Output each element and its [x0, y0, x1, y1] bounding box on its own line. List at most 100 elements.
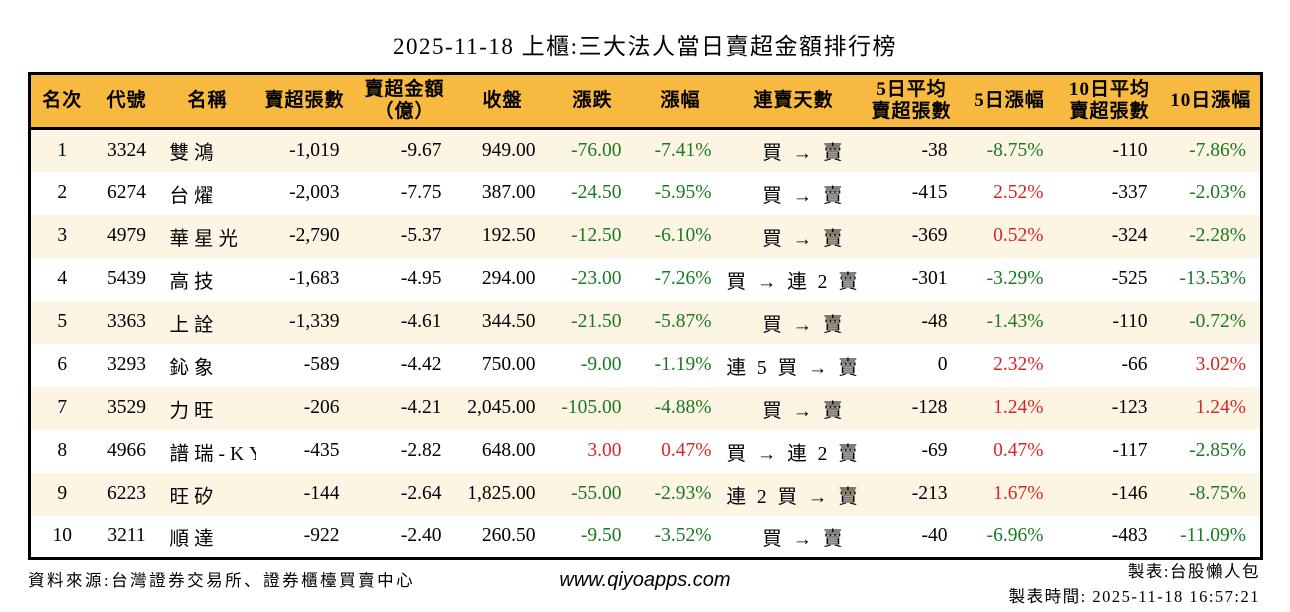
cell-avg10: -117 — [1112, 440, 1148, 461]
table-header: 名次 代號 名稱 賣超張數 賣超金額 （億） 收盤 漲跌 漲幅 連賣天數 5日平均 賣超張數 5日漲幅 1… — [29, 73, 1262, 129]
cell-change-pct: -7.41% — [654, 139, 712, 161]
cell-name: 雙鴻 — [169, 143, 219, 165]
cell-change-pct: -7.26% — [654, 268, 712, 289]
cell-rank: 9 — [57, 483, 68, 504]
cell-pct10: -2.28% — [1189, 225, 1246, 246]
cell-change: -23.00 — [571, 268, 622, 289]
cell-pct5: 1.67% — [993, 483, 1044, 504]
table-row: 5 3363 上詮 -1,339 -4.61 344.50 -21.50 -5.87% 買 → … — [29, 300, 1262, 344]
cell-change-pct: 0.47% — [661, 440, 712, 461]
cell-close: 260.50 — [481, 525, 536, 547]
table-row: 10 3211 順達 -922 -2.40 260.50 -9.50 -3.52% 買 → 賣 -… — [30, 516, 1262, 559]
cell-pct5: -6.96% — [986, 525, 1044, 547]
cell-change: -21.50 — [571, 311, 622, 332]
cell-name: 力旺 — [169, 400, 219, 422]
cell-code: 5439 — [107, 268, 146, 289]
cell-streak: 買 → 連 2 賣 — [726, 443, 861, 465]
cell-pct5: -3.29% — [986, 268, 1044, 289]
cell-pct10: -2.03% — [1189, 182, 1246, 203]
cell-avg5: -40 — [921, 525, 948, 547]
cell-rank: 8 — [57, 440, 68, 461]
cell-streak: 買 → 連 2 賣 — [726, 271, 861, 293]
cell-rank: 10 — [52, 525, 73, 547]
cell-code: 3211 — [107, 525, 146, 547]
cell-sell-amount: -7.75 — [400, 182, 442, 203]
cell-sell-amount: -4.21 — [400, 397, 442, 418]
column-header: 名次 — [42, 89, 83, 111]
cell-avg5: 0 — [937, 354, 948, 375]
cell-pct10: 1.24% — [1195, 397, 1246, 418]
cell-pct10: 3.02% — [1195, 354, 1246, 375]
cell-pct5: 2.52% — [993, 182, 1044, 203]
cell-avg10: -324 — [1111, 225, 1148, 246]
cell-sell-amount: -2.40 — [400, 525, 442, 547]
cell-pct5: -1.43% — [986, 311, 1044, 332]
cell-avg5: -38 — [921, 139, 948, 161]
cell-close: 192.50 — [481, 225, 536, 246]
cell-avg10: -110 — [1112, 311, 1148, 332]
cell-sell-amount: -4.95 — [400, 268, 442, 289]
ranking-table: 名次 代號 名稱 賣超張數 賣超金額 （億） 收盤 漲跌 漲幅 連賣天數 5日平均 賣超張數 5日漲幅 1… — [28, 72, 1263, 560]
table-row: 2 6274 台燿 -2,003 -7.75 387.00 -24.50 -5.95% 買 → … — [30, 172, 1262, 215]
cell-avg10: -66 — [1121, 354, 1148, 375]
cell-sell-amount: -2.64 — [400, 483, 442, 504]
cell-avg5: -69 — [921, 440, 948, 461]
cell-name: 高技 — [169, 271, 219, 293]
cell-pct10: -0.72% — [1189, 311, 1246, 332]
column-header: 漲幅 — [660, 89, 701, 111]
column-header: 5日平均 賣超張數 — [871, 78, 952, 122]
cell-close: 1,825.00 — [467, 483, 536, 504]
data-source-note: 資料來源:台灣證券交易所、證券櫃檯買賣中心 — [28, 571, 416, 590]
cell-rank: 7 — [57, 397, 68, 418]
cell-pct10: -13.53% — [1179, 268, 1246, 289]
cell-pct10: -7.86% — [1189, 139, 1246, 161]
cell-rank: 5 — [57, 311, 68, 332]
cell-name: 台燿 — [169, 185, 219, 207]
cell-code: 3293 — [107, 354, 146, 375]
cell-avg10: -110 — [1112, 139, 1148, 161]
cell-change: 3.00 — [587, 440, 622, 461]
cell-name: 華星光 — [169, 228, 244, 250]
cell-change-pct: -3.52% — [654, 525, 712, 547]
column-header: 5日漲幅 — [974, 89, 1045, 111]
cell-name: 譜瑞-KY — [169, 443, 256, 465]
cell-pct10: -8.75% — [1189, 483, 1246, 504]
cell-streak: 買 → 賣 — [762, 185, 846, 207]
column-header: 代號 — [106, 89, 147, 111]
cell-code: 3529 — [107, 397, 146, 418]
cell-name: 鈊象 — [169, 357, 219, 379]
cell-code: 3363 — [107, 311, 146, 332]
cell-avg10: -146 — [1111, 483, 1148, 504]
column-header: 名稱 — [187, 89, 228, 111]
column-header: 收盤 — [482, 89, 523, 111]
cell-sell-volume: -589 — [303, 354, 340, 375]
cell-sell-volume: -435 — [303, 440, 340, 461]
cell-sell-volume: -144 — [303, 483, 340, 504]
table-row: 9 6223 旺矽 -144 -2.64 1,825.00 -55.00 -2.93% 連 2 … — [29, 472, 1262, 516]
column-header: 10日平均 賣超張數 — [1068, 78, 1150, 122]
cell-streak: 連 5 買 → 賣 — [726, 357, 861, 379]
cell-close: 648.00 — [481, 440, 536, 461]
cell-rank: 6 — [57, 354, 68, 375]
cell-close: 344.50 — [481, 311, 536, 332]
cell-pct5: 0.47% — [993, 440, 1044, 461]
cell-streak: 買 → 賣 — [762, 400, 846, 422]
cell-name: 旺矽 — [169, 486, 219, 508]
header-row: 名次 代號 名稱 賣超張數 賣超金額 （億） 收盤 漲跌 漲幅 連賣天數 5日平均 賣超張數 5日漲幅 1… — [29, 73, 1262, 129]
cell-code: 4966 — [107, 440, 146, 461]
cell-code: 3324 — [107, 139, 146, 161]
cell-sell-volume: -1,019 — [289, 139, 340, 161]
column-header: 賣超金額 （億） — [364, 78, 445, 122]
cell-sell-volume: -2,790 — [289, 225, 340, 246]
website-url: www.qiyoapps.com — [559, 569, 731, 591]
cell-rank: 4 — [57, 268, 68, 289]
cell-close: 294.00 — [481, 268, 536, 289]
cell-close: 2,045.00 — [467, 397, 536, 418]
cell-avg5: -301 — [911, 268, 948, 289]
cell-pct5: 1.24% — [993, 397, 1044, 418]
cell-avg5: -128 — [911, 397, 948, 418]
cell-change: -9.00 — [580, 354, 622, 375]
cell-pct5: -8.75% — [986, 139, 1044, 161]
page-title: 2025-11-18 上櫃:三大法人當日賣超金額排行榜 — [392, 34, 898, 59]
cell-streak: 買 → 賣 — [762, 228, 846, 250]
